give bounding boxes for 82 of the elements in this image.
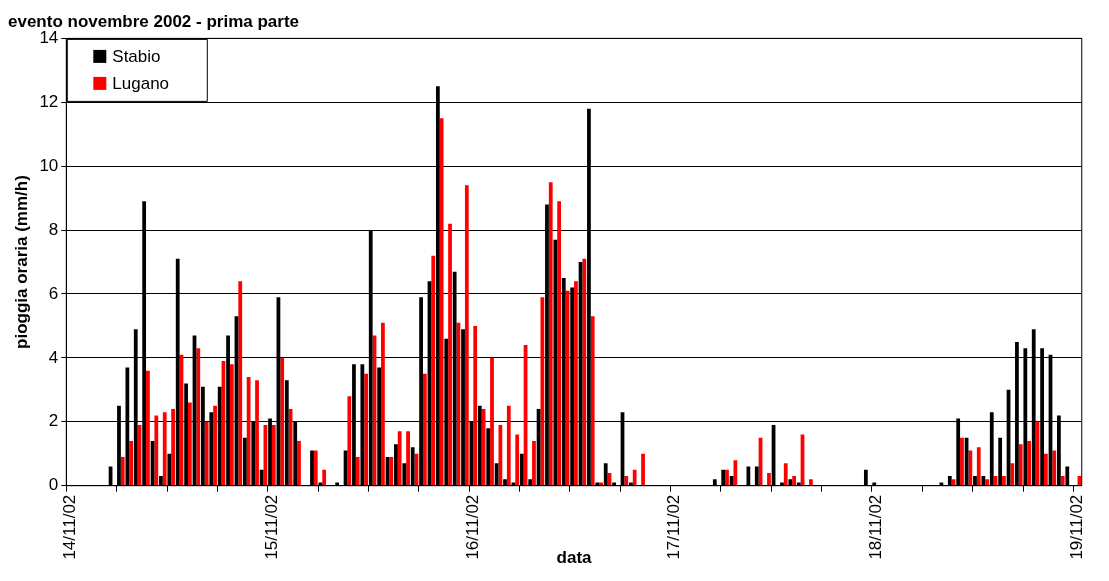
bar <box>271 424 276 486</box>
bar <box>490 357 494 486</box>
chart-title: evento novembre 2002 - prima parte <box>8 11 300 31</box>
bar <box>255 380 259 486</box>
bar <box>624 476 629 486</box>
y-tick-label: 4 <box>48 347 59 367</box>
bar <box>792 476 797 486</box>
bar <box>229 364 234 486</box>
legend-label: Lugano <box>112 73 170 93</box>
x-tick-label: 15/11/02 <box>261 494 281 560</box>
bar <box>246 377 251 486</box>
y-tick-label: 0 <box>48 475 59 495</box>
y-tick-label: 8 <box>48 219 59 239</box>
bar <box>238 281 243 486</box>
y-tick-label: 6 <box>48 283 59 303</box>
bar <box>1052 450 1057 486</box>
bar <box>120 456 125 486</box>
x-tick-label: 19/11/02 <box>1067 494 1087 560</box>
bar <box>1010 463 1015 486</box>
bar <box>364 373 369 486</box>
bar <box>960 437 964 486</box>
bar <box>280 357 285 486</box>
x-tick-label: 14/11/02 <box>60 494 80 560</box>
x-tick-label: 17/11/02 <box>664 494 684 560</box>
bar <box>976 447 981 486</box>
bar <box>548 182 553 486</box>
bar <box>464 185 469 486</box>
bar <box>171 409 175 486</box>
y-axis-title: pioggia oraria (mm/h) <box>11 175 31 349</box>
bar <box>381 322 385 486</box>
bar <box>355 456 360 486</box>
y-tick-label: 14 <box>39 28 59 48</box>
x-tick-label: 16/11/02 <box>463 494 483 560</box>
bar <box>515 434 520 486</box>
bar <box>313 450 318 486</box>
bar <box>389 456 394 486</box>
bar <box>347 396 352 486</box>
bar <box>1027 440 1031 486</box>
x-tick-label: 18/11/02 <box>865 494 885 560</box>
bar <box>431 255 436 486</box>
bar <box>196 348 201 486</box>
bar <box>146 370 150 486</box>
bar <box>204 421 209 486</box>
y-tick-label: 12 <box>39 91 59 111</box>
bar <box>297 440 301 486</box>
bar <box>406 431 410 486</box>
x-axis-title: data <box>556 548 593 568</box>
bar <box>322 469 327 486</box>
bar <box>1044 453 1048 486</box>
y-tick-label: 2 <box>48 411 59 431</box>
bar <box>422 373 427 486</box>
bar <box>154 415 159 486</box>
legend-label: Stabio <box>112 46 161 66</box>
bar <box>448 223 452 486</box>
bar <box>439 118 444 486</box>
y-tick-label: 10 <box>39 155 59 175</box>
bar <box>473 325 478 486</box>
bar <box>582 258 587 486</box>
bar <box>590 316 595 486</box>
bar <box>1002 476 1006 486</box>
bar <box>767 472 771 486</box>
bar <box>162 412 167 486</box>
bar <box>540 297 545 486</box>
bar <box>506 405 511 486</box>
bar <box>733 460 738 486</box>
bar <box>809 479 813 486</box>
bar <box>557 201 562 486</box>
bar <box>641 453 645 486</box>
bar <box>188 402 192 486</box>
bar <box>632 469 637 486</box>
bar <box>725 469 729 486</box>
bar <box>968 450 973 486</box>
bar <box>213 405 217 486</box>
bar <box>1018 444 1023 486</box>
bar <box>985 479 990 486</box>
bar <box>1060 476 1065 486</box>
bar <box>129 440 134 486</box>
bar <box>574 281 578 486</box>
bar <box>532 440 536 486</box>
bar <box>599 482 603 486</box>
bar <box>397 431 402 486</box>
bar <box>783 463 788 486</box>
